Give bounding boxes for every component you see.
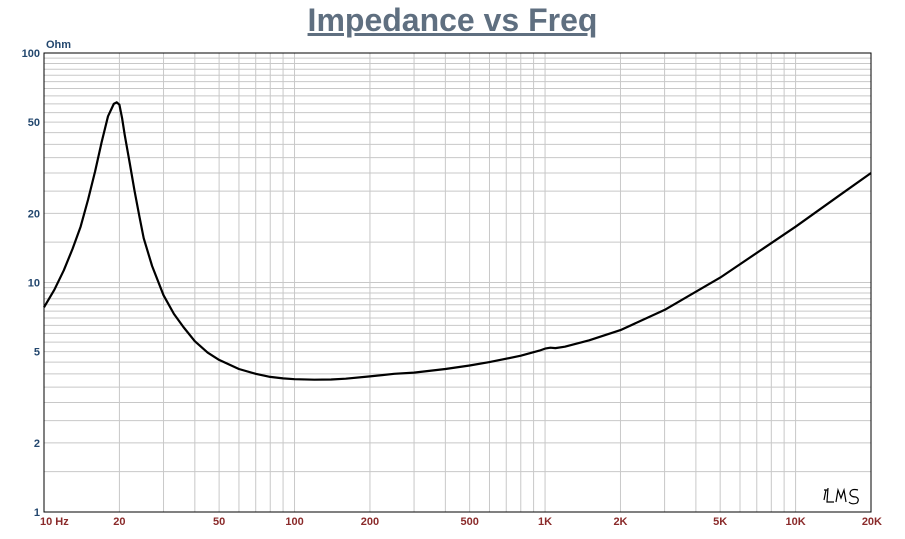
x-tick-label: 500 xyxy=(460,516,478,528)
y-tick-label: 20 xyxy=(28,208,40,220)
x-tick-label: 200 xyxy=(361,516,379,528)
x-tick-label: 10K xyxy=(785,516,805,528)
x-tick-labels: 10 Hz 20 50 100 200 500 1K 2K 5K 10K 20K xyxy=(40,516,882,528)
y-tick-label: 10 xyxy=(28,278,40,290)
y-tick-label: 1 xyxy=(34,507,40,519)
y-tick-label: 2 xyxy=(34,438,40,450)
x-tick-label: 2K xyxy=(613,516,627,528)
x-tick-label: 10 Hz xyxy=(40,516,69,528)
x-tick-label: 5K xyxy=(713,516,727,528)
chart-title: Impedance vs Freq xyxy=(307,2,598,38)
x-tick-label: 100 xyxy=(285,516,303,528)
grid xyxy=(44,53,871,512)
y-tick-label: 5 xyxy=(34,347,40,359)
y-axis-unit-label: Ohm xyxy=(46,39,71,51)
y-tick-label: 50 xyxy=(28,117,40,129)
x-tick-label: 1K xyxy=(538,516,552,528)
x-tick-label: 20K xyxy=(862,516,882,528)
y-tick-labels: 100 50 20 10 5 2 1 xyxy=(22,48,40,519)
lms-logo xyxy=(823,487,859,505)
impedance-curve xyxy=(43,101,872,381)
y-tick-label: 100 xyxy=(22,48,40,60)
x-tick-label: 20 xyxy=(113,516,125,528)
x-tick-label: 50 xyxy=(213,516,225,528)
plot-frame xyxy=(43,52,872,513)
